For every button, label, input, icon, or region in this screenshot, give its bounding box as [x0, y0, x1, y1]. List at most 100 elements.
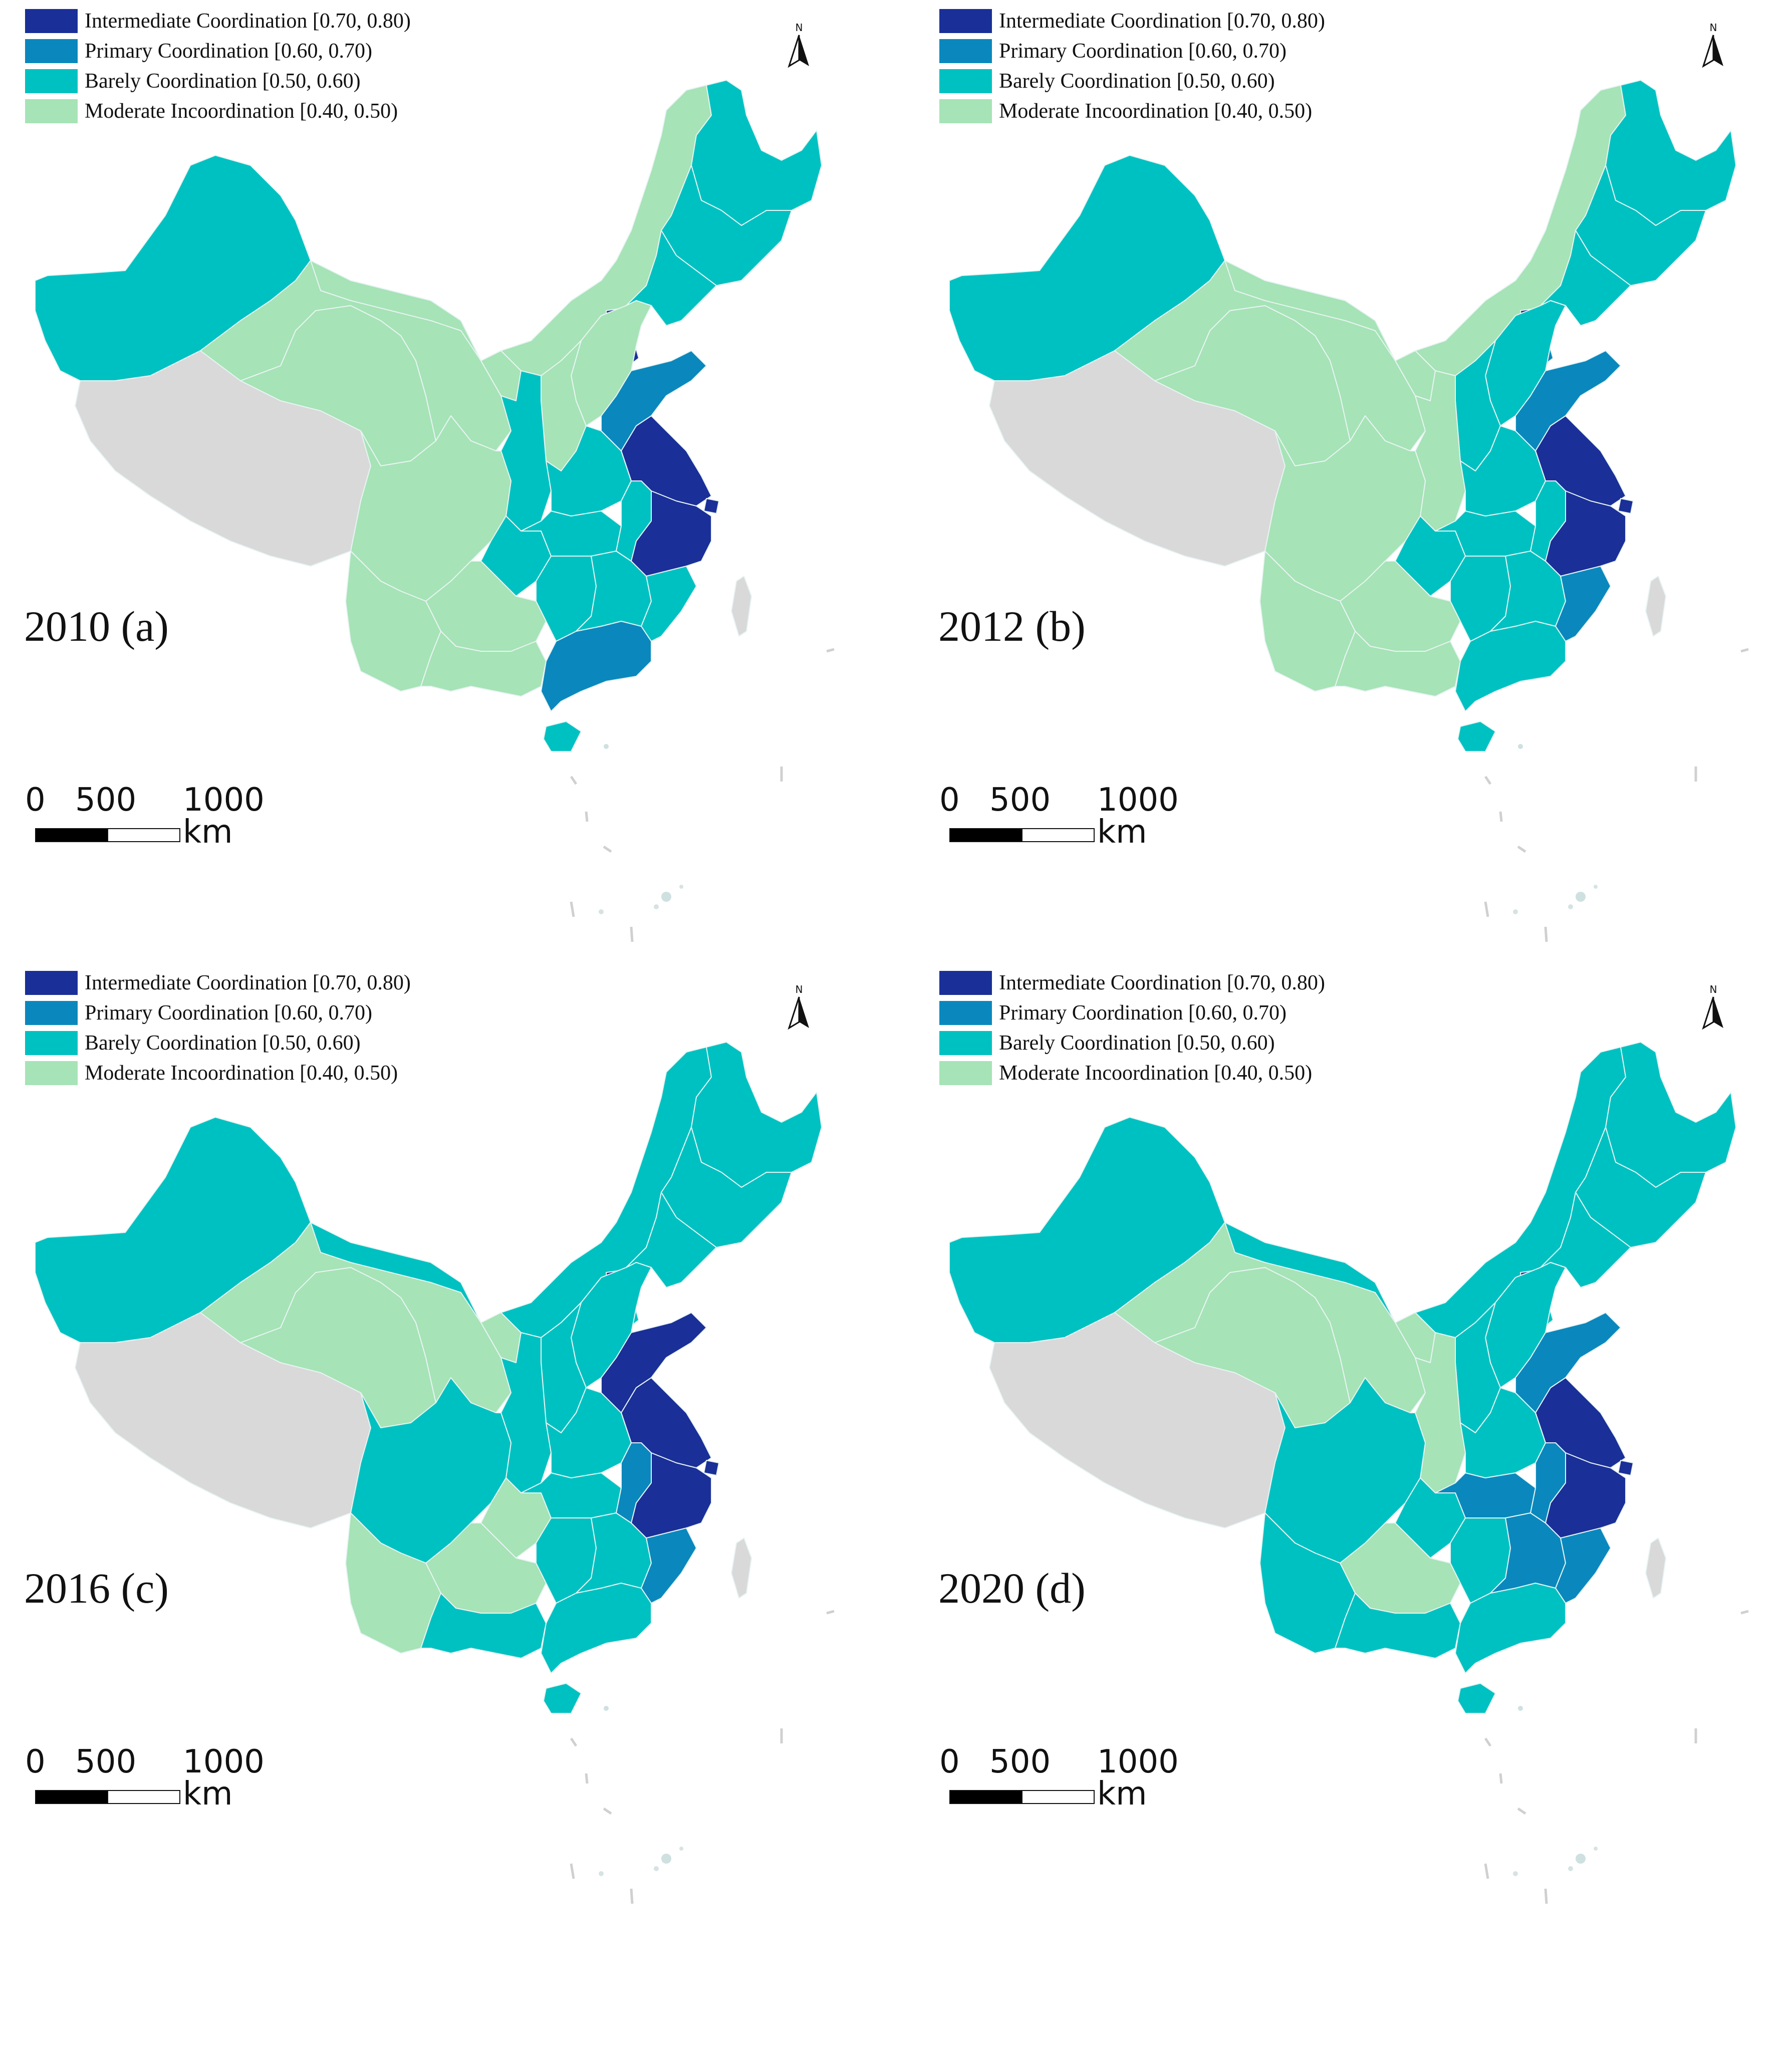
legend-swatch — [25, 1031, 78, 1055]
region-liaoning — [626, 1192, 717, 1288]
scale-tick-0: 0 — [25, 782, 46, 819]
choropleth-map — [35, 80, 835, 942]
legend-item-primary: Primary Coordination [0.60, 0.70) — [25, 36, 411, 66]
legend-swatch — [25, 971, 78, 995]
regions — [949, 80, 1736, 752]
region-taiwan — [1645, 576, 1666, 637]
scale-bar-white — [1021, 1790, 1095, 1804]
scale-tick-500: 500 — [75, 782, 137, 819]
region-taiwan — [731, 1538, 752, 1599]
region-liaoning — [1540, 230, 1631, 326]
scale-tick-1000: 1000 km — [1097, 1743, 1179, 1813]
legend-item-moderate: Moderate Incoordination [0.40, 0.50) — [25, 1058, 411, 1088]
legend-swatch — [939, 39, 992, 63]
region-hainan — [1457, 721, 1496, 752]
legend-item-intermediate: Intermediate Coordination [0.70, 0.80) — [939, 968, 1325, 998]
region-shandong — [601, 350, 707, 451]
legend-item-barely: Barely Coordination [0.50, 0.60) — [939, 1028, 1325, 1058]
legend-item-barely: Barely Coordination [0.50, 0.60) — [939, 66, 1325, 96]
region-taiwan — [1645, 1538, 1666, 1599]
north-label: N — [1710, 22, 1717, 34]
legend: Intermediate Coordination [0.70, 0.80) P… — [25, 6, 411, 126]
island-traces — [570, 1610, 835, 1904]
region-shandong — [601, 1312, 707, 1413]
panel-label: 2010 (a) — [24, 602, 169, 650]
legend-label: Intermediate Coordination [0.70, 0.80) — [999, 10, 1325, 33]
region-jilin — [661, 165, 792, 286]
scale-bar-white — [1021, 828, 1095, 842]
island-traces — [1484, 648, 1749, 942]
region-shandong — [1515, 1312, 1621, 1413]
region-guangxi — [1335, 1593, 1461, 1659]
legend-swatch — [25, 39, 78, 63]
north-label: N — [796, 22, 803, 34]
region-heilongjiang — [691, 80, 822, 226]
region-zhejiang — [631, 490, 712, 577]
panel-label: 2020 (d) — [938, 1564, 1086, 1612]
island-traces — [570, 648, 835, 942]
legend-item-barely: Barely Coordination [0.50, 0.60) — [25, 1028, 411, 1058]
legend-item-barely: Barely Coordination [0.50, 0.60) — [25, 66, 411, 96]
scale-tick-1000: 1000 km — [183, 1743, 265, 1813]
region-liaoning — [1540, 1192, 1631, 1288]
legend-label: Barely Coordination [0.50, 0.60) — [999, 70, 1275, 93]
legend-item-moderate: Moderate Incoordination [0.40, 0.50) — [939, 96, 1325, 126]
legend-label: Barely Coordination [0.50, 0.60) — [85, 70, 361, 93]
scale-tick-0: 0 — [939, 782, 960, 819]
scale-tick-500: 500 — [989, 1743, 1051, 1780]
legend-item-intermediate: Intermediate Coordination [0.70, 0.80) — [25, 6, 411, 36]
legend: Intermediate Coordination [0.70, 0.80) P… — [25, 968, 411, 1088]
region-zhejiang — [631, 1452, 712, 1539]
choropleth-map — [949, 1042, 1749, 1904]
scale-bar-white — [107, 828, 180, 842]
legend-swatch — [25, 1061, 78, 1085]
legend-item-moderate: Moderate Incoordination [0.40, 0.50) — [25, 96, 411, 126]
panel-label: 2016 (c) — [24, 1564, 169, 1612]
legend-label: Intermediate Coordination [0.70, 0.80) — [999, 971, 1325, 994]
region-jilin — [661, 1127, 792, 1248]
regions — [949, 1042, 1736, 1714]
legend: Intermediate Coordination [0.70, 0.80) P… — [939, 6, 1325, 126]
legend-item-intermediate: Intermediate Coordination [0.70, 0.80) — [25, 968, 411, 998]
scale-tick-1000: 1000 km — [183, 782, 265, 851]
legend-swatch — [939, 9, 992, 33]
legend-label: Intermediate Coordination [0.70, 0.80) — [85, 10, 411, 33]
region-hainan — [543, 721, 582, 752]
legend-item-primary: Primary Coordination [0.60, 0.70) — [25, 998, 411, 1028]
scale-tick-0: 0 — [25, 1743, 46, 1780]
region-shanghai — [703, 1460, 719, 1476]
region-shanghai — [1618, 498, 1634, 514]
north-arrow-icon: N — [788, 22, 809, 68]
legend-item-primary: Primary Coordination [0.60, 0.70) — [939, 36, 1325, 66]
regions — [35, 80, 822, 752]
choropleth-map — [35, 1042, 835, 1904]
map-panel-2016: Intermediate Coordination [0.70, 0.80) P… — [0, 962, 912, 1944]
scale-tick-500: 500 — [75, 1743, 137, 1780]
legend-label: Moderate Incoordination [0.40, 0.50) — [85, 1062, 398, 1085]
north-label: N — [796, 983, 803, 995]
legend: Intermediate Coordination [0.70, 0.80) P… — [939, 968, 1325, 1088]
scale-bar-black — [35, 828, 108, 842]
legend-label: Primary Coordination [0.60, 0.70) — [999, 1001, 1287, 1025]
region-heilongjiang — [1605, 80, 1736, 226]
legend-item-moderate: Moderate Incoordination [0.40, 0.50) — [939, 1058, 1325, 1088]
region-jilin — [1575, 1127, 1706, 1248]
region-hainan — [543, 1683, 582, 1714]
legend-label: Moderate Incoordination [0.40, 0.50) — [999, 100, 1313, 123]
region-heilongjiang — [691, 1042, 822, 1188]
scale-bar: 0 500 1000 km — [939, 1743, 1179, 1811]
map-panel-2012: Intermediate Coordination [0.70, 0.80) P… — [914, 0, 1792, 982]
legend-label: Moderate Incoordination [0.40, 0.50) — [85, 100, 398, 123]
scale-bar: 0 500 1000 km — [939, 782, 1179, 849]
north-arrow-icon: N — [1702, 983, 1723, 1030]
legend-label: Primary Coordination [0.60, 0.70) — [85, 1001, 372, 1025]
region-heilongjiang — [1605, 1042, 1736, 1188]
region-jilin — [1575, 165, 1706, 286]
scale-tick-500: 500 — [989, 782, 1051, 819]
legend-label: Primary Coordination [0.60, 0.70) — [999, 40, 1287, 63]
scale-bar: 0 500 1000 km — [25, 782, 265, 849]
scale-tick-0: 0 — [939, 1743, 960, 1780]
region-zhejiang — [1545, 490, 1626, 577]
choropleth-map — [949, 80, 1749, 942]
legend-swatch — [25, 99, 78, 123]
